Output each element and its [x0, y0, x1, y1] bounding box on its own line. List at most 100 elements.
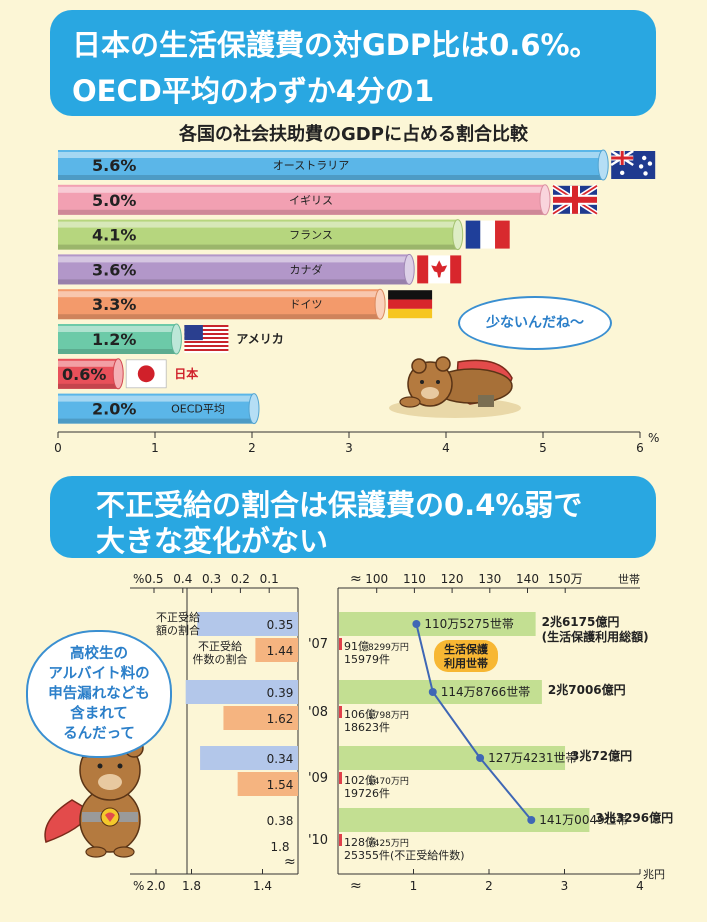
households-label: 127万4231世帯 — [488, 751, 577, 765]
x-tick-label: 3 — [345, 441, 353, 455]
flag-stripe-white — [184, 335, 229, 337]
flag-sun — [137, 365, 155, 383]
fraud-amount-marker — [339, 638, 342, 650]
headline2-line-2: 大きな変化がない — [96, 524, 329, 558]
bar-shadow — [58, 209, 545, 215]
bear2-muzzle — [98, 774, 122, 790]
total-amount-extra: (生活保護利用総額) — [542, 629, 649, 644]
line-tag-text: 利用世帯 — [444, 656, 488, 670]
bar-cap — [112, 358, 124, 390]
flag-star — [620, 170, 625, 176]
bar-row: 4.1% フランス — [58, 219, 464, 251]
bear2-eye — [97, 763, 103, 769]
flag-black — [388, 290, 433, 300]
flag-red — [495, 220, 510, 249]
fraud-count-label: 15979件 — [344, 653, 390, 666]
fraud-amount-bar — [200, 746, 298, 770]
x-tick-label: 0 — [54, 441, 62, 455]
bottom-tick-label: 1.4 — [253, 879, 272, 893]
top-tick-label: 110 — [403, 572, 426, 586]
top-unit: % — [133, 572, 144, 586]
top-tick-label: 100 — [365, 572, 388, 586]
bar-shadow — [58, 314, 381, 320]
fraud-amount-marker — [339, 772, 342, 784]
flag-stripe — [184, 329, 229, 331]
flag-stripe-white — [184, 331, 229, 333]
year-label: '07 — [308, 637, 328, 652]
bear-belt — [478, 395, 494, 407]
bear2-eye — [117, 763, 123, 769]
flag-stripe — [184, 349, 229, 351]
chart1-title: 各国の社会扶助費のGDPに占める割合比較 — [179, 124, 528, 145]
japan-flag — [125, 359, 167, 389]
fraud-amount-label: 106億 — [344, 708, 376, 721]
bottom-unit: % — [133, 879, 144, 893]
axis-break: ≈ — [350, 571, 362, 587]
fraud-amount-value: 0.35 — [267, 618, 294, 632]
value-label: 5.0% — [92, 191, 136, 210]
fraud-count-label: 18623件 — [344, 721, 390, 734]
bear-ear — [435, 356, 451, 372]
x-tick-label: 4 — [442, 441, 450, 455]
total-amount-label: 3兆72億円 — [571, 748, 632, 763]
bear-muzzle — [421, 387, 439, 399]
bottom-unit: 兆円 — [643, 868, 665, 881]
flag-stripe-white — [184, 327, 229, 329]
fraud-amount-label-small: 8299万円 — [368, 642, 409, 653]
top-tick-label: 0.4 — [173, 572, 192, 586]
households-label: 141万0049世帯 — [539, 813, 628, 827]
value-label: 0.6% — [62, 365, 106, 384]
bar-highlight — [58, 221, 458, 228]
bubble-line: るんだって — [63, 726, 135, 742]
total-amount-bar — [339, 680, 542, 704]
bar-highlight — [58, 152, 604, 158]
flag-canton — [184, 325, 203, 341]
households-label: 110万5275世帯 — [424, 617, 513, 631]
bar-row: 0.6% 日本 — [58, 358, 198, 390]
top-tick-label: 140 — [516, 572, 539, 586]
speech-bubble-large: 高校生の アルバイト料の 申告漏れなども 含まれて るんだって — [26, 630, 172, 758]
x-unit: % — [648, 431, 659, 445]
x-tick-label: 6 — [636, 441, 644, 455]
value-label: 4.1% — [92, 226, 136, 245]
france-flag — [465, 220, 510, 249]
left-row: 0.39 1.62 '08 — [185, 680, 328, 730]
flag-union-red-h — [611, 156, 634, 160]
fraud-count-value: 1.44 — [267, 644, 294, 658]
fraud-count-label: 19726件 — [344, 787, 390, 800]
bubble-line: アルバイト料の — [48, 666, 150, 682]
year-label: '08 — [308, 705, 328, 720]
flag-star — [643, 171, 648, 176]
top-tick-label: 130 — [478, 572, 501, 586]
bar-row: 5.6% オーストラリア — [58, 149, 609, 181]
flag-stripe — [184, 333, 229, 335]
series-label: 不正受給 — [198, 639, 242, 653]
fraud-count-label: 25355件(不正受給件数) — [344, 848, 465, 862]
bubble-line: 申告漏れなども — [48, 686, 150, 702]
category-label: 日本 — [174, 366, 198, 381]
value-label: 3.6% — [92, 260, 136, 279]
bottom-tick-label: 1 — [410, 879, 418, 893]
series-label: 不正受給 — [156, 610, 200, 624]
category-label: ドイツ — [290, 298, 323, 311]
flag-stripe-white — [184, 339, 229, 341]
bottom-tick-label: 3 — [561, 879, 569, 893]
headline2-line-1: 不正受給の割合は保護費の0.4%弱で — [96, 488, 583, 522]
left-row: 0.38 1.8 '10 — [267, 814, 328, 854]
fraud-amount-label-small: 1470万円 — [368, 776, 409, 787]
fraud-count-bar — [223, 706, 298, 730]
bar-shadow — [58, 175, 604, 180]
bear-paw — [399, 396, 421, 408]
fraud-amount-label-small: 1798万円 — [368, 710, 409, 721]
bar-cap — [539, 184, 551, 216]
bar-cap — [248, 393, 260, 425]
top-tick-label: 0.5 — [144, 572, 163, 586]
bar-highlight — [58, 291, 381, 298]
year-label: '09 — [308, 771, 328, 786]
value-label: 1.2% — [92, 330, 136, 349]
bear2-heart — [105, 812, 115, 822]
